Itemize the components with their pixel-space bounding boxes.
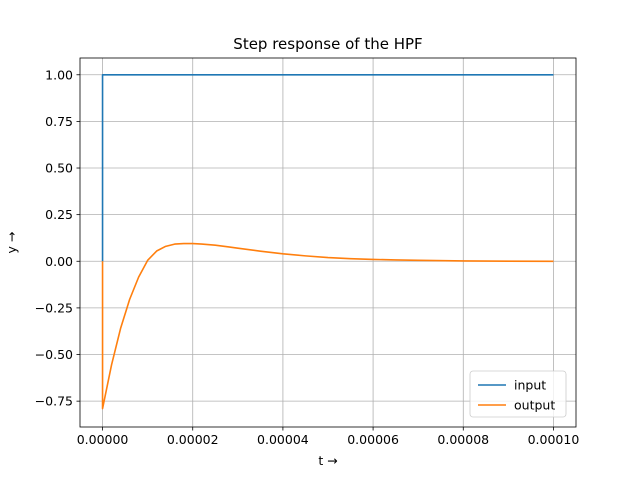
x-tick-label: 0.00008 <box>437 432 489 447</box>
x-tick-label: 0.00000 <box>77 432 129 447</box>
chart-title: Step response of the HPF <box>233 35 422 53</box>
x-tick-label: 0.00010 <box>528 432 580 447</box>
y-tick-label: 0.25 <box>45 207 73 222</box>
legend: input output <box>469 370 567 418</box>
y-tick-label: 0.75 <box>45 114 73 129</box>
y-axis-label: y → <box>4 232 19 254</box>
legend-label-output: output <box>514 398 555 413</box>
x-tick-label: 0.00002 <box>167 432 219 447</box>
y-tick-label: 0.50 <box>45 161 73 176</box>
y-tick-label: 0.00 <box>45 254 73 269</box>
series-line-input <box>101 73 554 262</box>
series-line-output <box>101 242 554 410</box>
y-tick-label: −0.50 <box>35 347 73 362</box>
axis-ticks: 0.00000 0.00002 0.00004 0.00006 0.00008 0.000… <box>35 67 580 447</box>
plot-frame <box>79 57 577 428</box>
legend-label-input: input <box>514 378 546 393</box>
x-tick-label: 0.00004 <box>257 432 309 447</box>
x-axis-label: t → <box>318 453 337 468</box>
series-lines <box>101 73 554 410</box>
x-tick-label: 0.00006 <box>347 432 399 447</box>
y-tick-label: 1.00 <box>45 67 73 82</box>
y-tick-label: −0.25 <box>35 300 73 315</box>
y-tick-label: −0.75 <box>35 394 73 409</box>
